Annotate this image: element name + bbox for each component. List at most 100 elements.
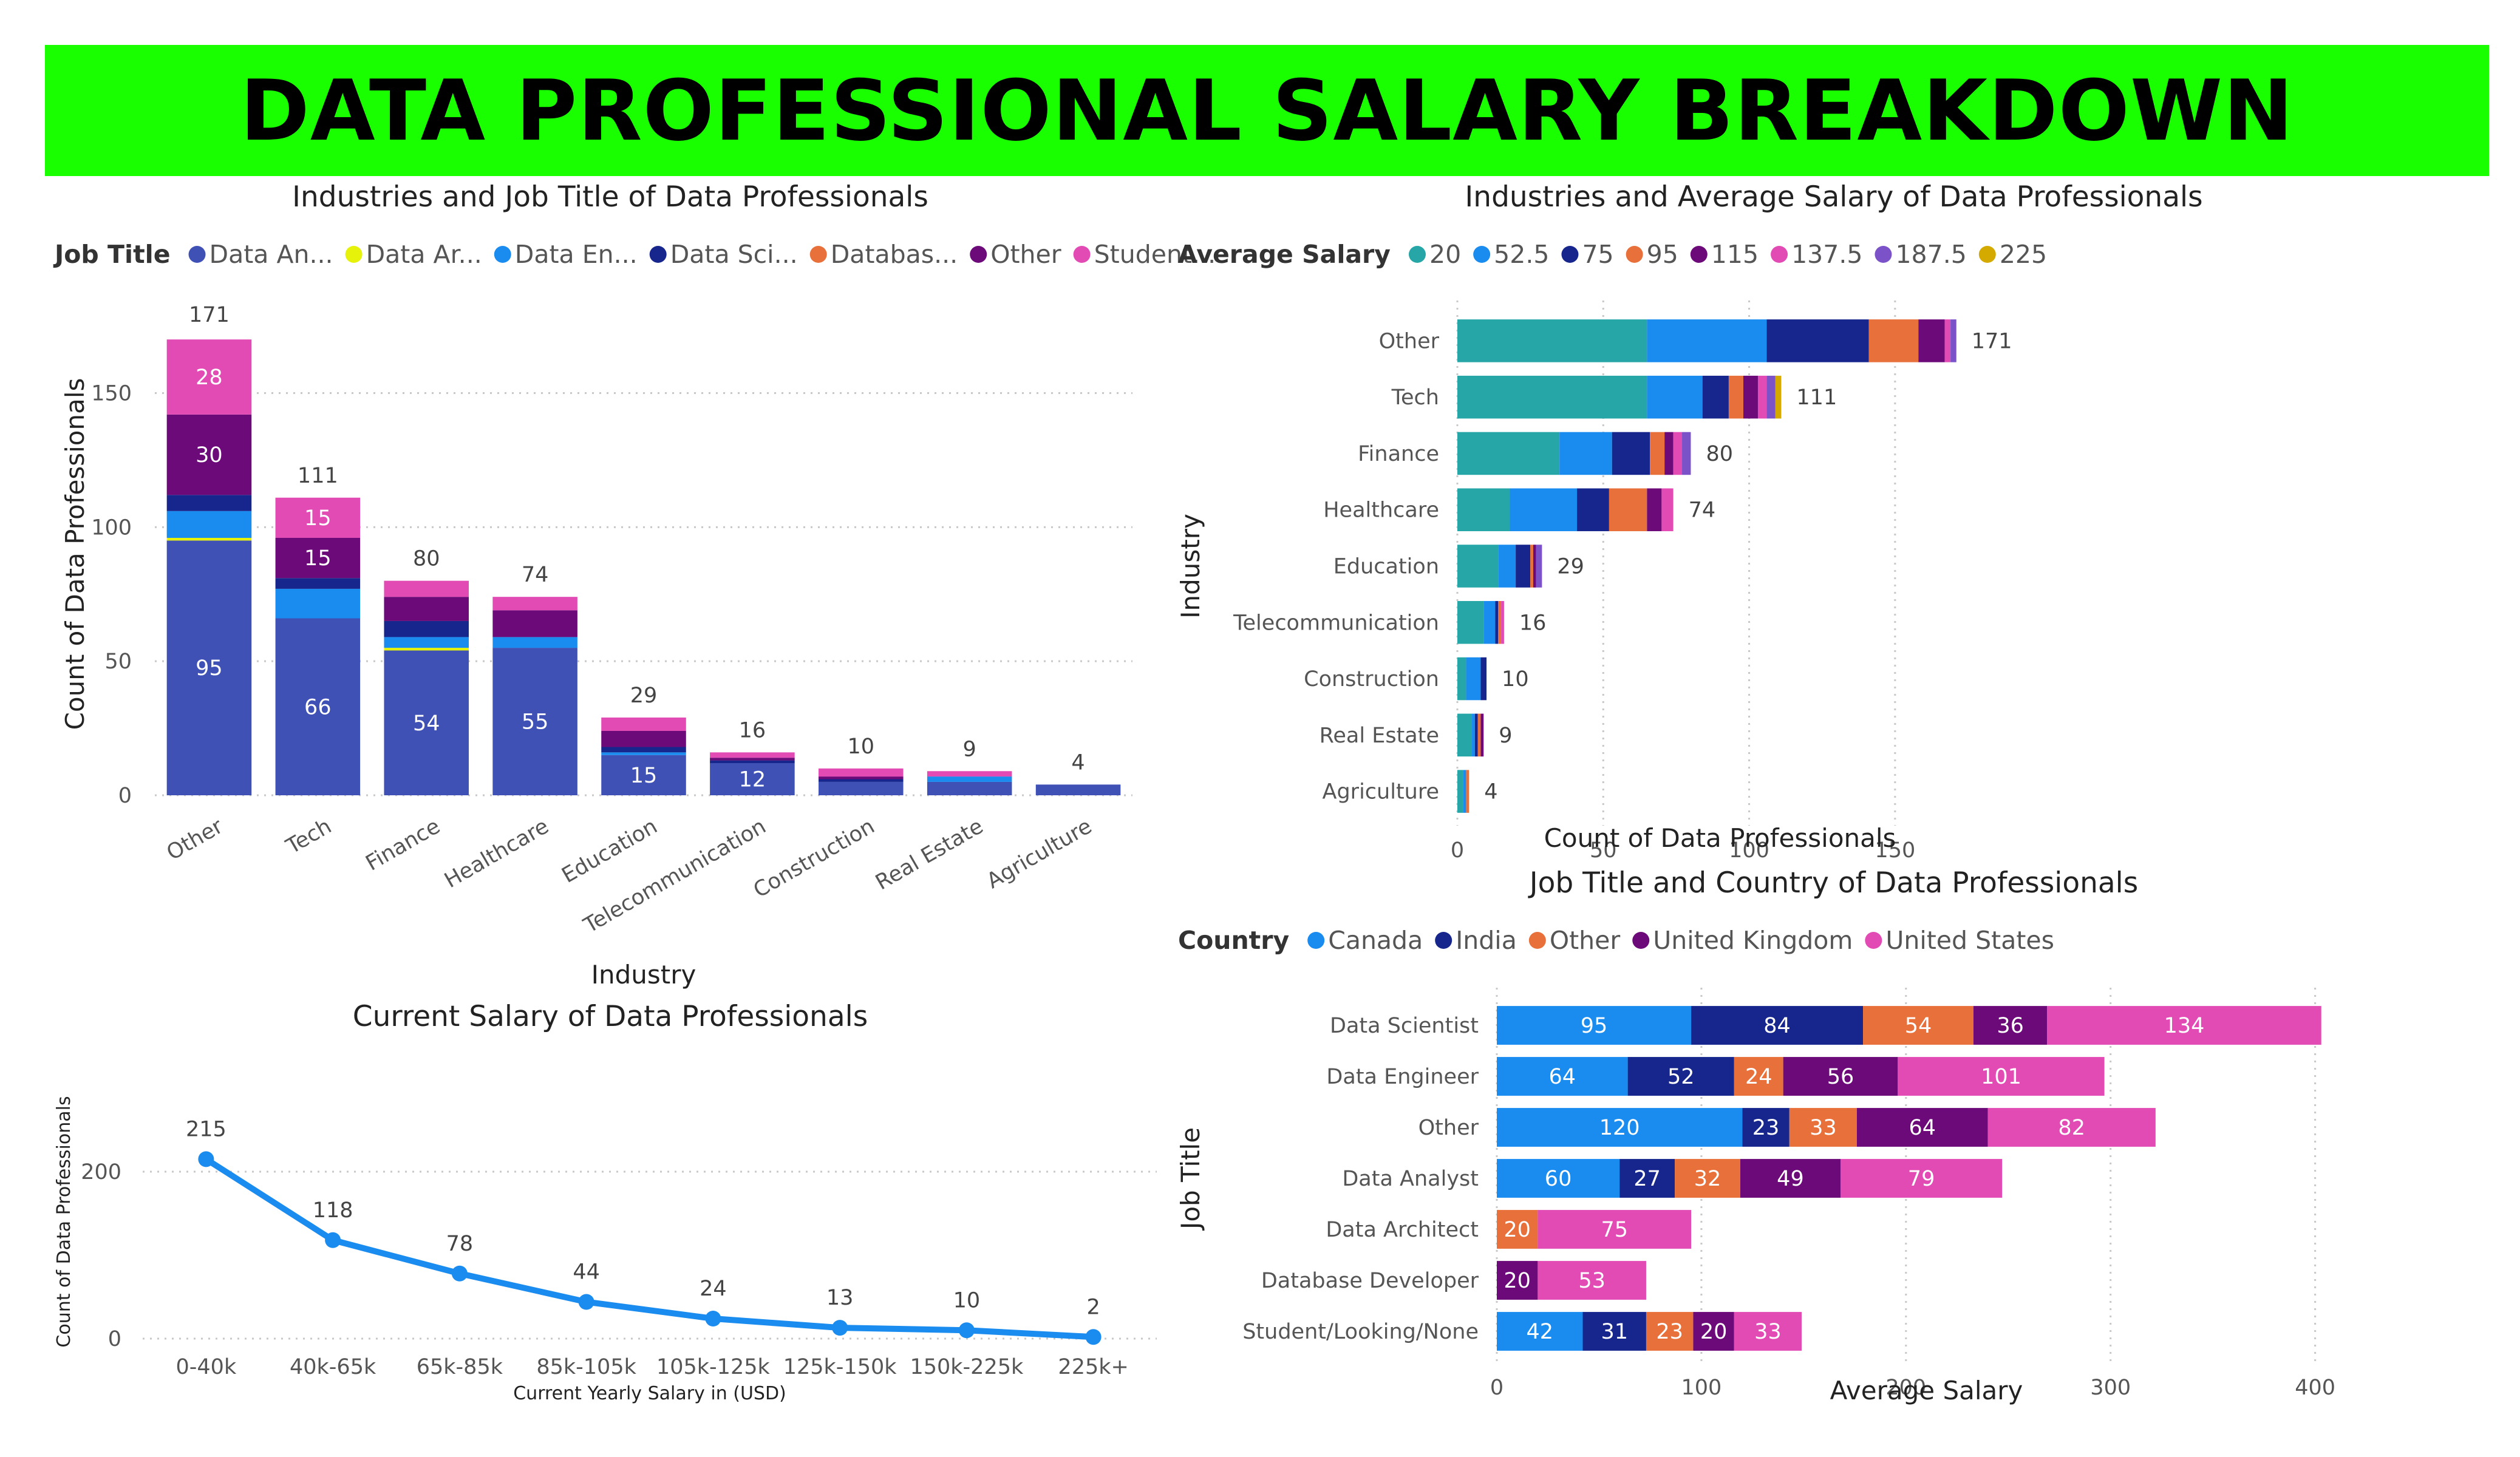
- chart3-point[interactable]: [198, 1151, 214, 1167]
- chart4-bar-segment[interactable]: [1497, 1159, 1620, 1198]
- chart4-bar-segment[interactable]: [1740, 1159, 1841, 1198]
- chart1-legend-item[interactable]: Databas...: [831, 240, 958, 269]
- chart4-bar-segment[interactable]: [1627, 1057, 1734, 1096]
- chart2-bar-segment[interactable]: [1457, 657, 1466, 701]
- chart2-bar-segment[interactable]: [1457, 713, 1473, 757]
- chart2-bar-segment[interactable]: [1466, 657, 1481, 701]
- chart1-legend-swatch[interactable]: [345, 246, 363, 263]
- chart2-bar-segment[interactable]: [1510, 488, 1578, 531]
- chart4-legend-swatch[interactable]: [1632, 932, 1650, 949]
- chart2-legend-item[interactable]: 20: [1429, 240, 1461, 269]
- chart4-bar-segment[interactable]: [1863, 1006, 1973, 1045]
- chart2-legend-item[interactable]: 95: [1647, 240, 1678, 269]
- chart1-legend-item[interactable]: Student...: [1094, 240, 1216, 269]
- chart1-bar-segment[interactable]: [275, 578, 361, 589]
- chart1-legend-swatch[interactable]: [970, 246, 987, 263]
- chart2-bar-segment[interactable]: [1536, 545, 1542, 588]
- chart2-bar-segment[interactable]: [1457, 770, 1463, 813]
- chart2-bar-segment[interactable]: [1457, 319, 1647, 362]
- chart2-bar-segment[interactable]: [1477, 713, 1481, 757]
- chart1-legend-swatch[interactable]: [649, 246, 667, 263]
- chart2-bar-segment[interactable]: [1474, 713, 1478, 757]
- chart1-legend-item[interactable]: Data Sci...: [670, 240, 798, 269]
- chart2-bar-segment[interactable]: [1647, 375, 1703, 419]
- chart1-bar-segment[interactable]: [492, 610, 577, 637]
- chart2-bar-segment[interactable]: [1682, 432, 1691, 475]
- chart4-bar-segment[interactable]: [1538, 1210, 1692, 1249]
- chart4-bar-segment[interactable]: [2047, 1006, 2321, 1045]
- chart2-bar-segment[interactable]: [1757, 375, 1767, 419]
- chart2-bar-segment[interactable]: [1661, 488, 1674, 531]
- chart2-bar-segment[interactable]: [1673, 432, 1683, 475]
- chart2-legend-swatch[interactable]: [1473, 246, 1491, 263]
- chart2-legend-swatch[interactable]: [1690, 246, 1708, 263]
- chart1-bar-segment[interactable]: [492, 637, 577, 648]
- chart1-bar-segment[interactable]: [492, 648, 577, 795]
- chart2-legend-swatch[interactable]: [1875, 246, 1892, 263]
- chart1-bar-segment[interactable]: [166, 538, 252, 541]
- chart3-point[interactable]: [578, 1294, 594, 1310]
- chart4-bar-segment[interactable]: [1497, 1006, 1692, 1045]
- chart2-legend-item[interactable]: 52.5: [1494, 240, 1549, 269]
- chart4-legend-item[interactable]: Canada: [1328, 926, 1423, 955]
- chart2-bar-segment[interactable]: [1612, 432, 1650, 475]
- chart2-bar-segment[interactable]: [1650, 432, 1665, 475]
- chart1-bar-segment[interactable]: [927, 771, 1012, 777]
- chart4-bar-segment[interactable]: [1898, 1057, 2105, 1096]
- chart1-bar-segment[interactable]: [275, 618, 361, 796]
- chart1-bar-segment[interactable]: [492, 597, 577, 611]
- chart2-bar-segment[interactable]: [1766, 375, 1776, 419]
- chart3-series-line[interactable]: [204, 1156, 1094, 1340]
- chart2-bar-segment[interactable]: [1728, 375, 1743, 419]
- chart1-bar-segment[interactable]: [166, 414, 252, 495]
- chart2-bar-segment[interactable]: [1647, 488, 1662, 531]
- chart2-legend-item[interactable]: 187.5: [1895, 240, 1966, 269]
- chart2-bar-segment[interactable]: [1868, 319, 1919, 362]
- chart4-bar-segment[interactable]: [1742, 1108, 1790, 1147]
- chart1-bar-segment[interactable]: [166, 540, 252, 795]
- chart1-legend-item[interactable]: Other: [990, 240, 1061, 269]
- chart2-legend-swatch[interactable]: [1626, 246, 1643, 263]
- chart1-bar-segment[interactable]: [601, 747, 686, 753]
- chart2-bar-segment[interactable]: [1609, 488, 1647, 531]
- chart2-legend-swatch[interactable]: [1561, 246, 1579, 263]
- chart4-legend-item[interactable]: United States: [1885, 926, 2054, 955]
- chart4-bar-segment[interactable]: [1693, 1312, 1734, 1351]
- chart2-bar-segment[interactable]: [1457, 601, 1484, 644]
- chart2-bar-segment[interactable]: [1472, 713, 1475, 757]
- chart4-bar-segment[interactable]: [1783, 1057, 1898, 1096]
- chart1-legend-swatch[interactable]: [188, 246, 206, 263]
- chart1-legend-swatch[interactable]: [494, 246, 511, 263]
- chart1-bar-segment[interactable]: [710, 763, 795, 795]
- chart2-bar-segment[interactable]: [1664, 432, 1674, 475]
- chart1-legend-item[interactable]: Data En...: [515, 240, 638, 269]
- chart1-bar-segment[interactable]: [166, 339, 252, 415]
- chart4-bar-segment[interactable]: [1619, 1159, 1675, 1198]
- chart1-bar-segment[interactable]: [710, 758, 795, 761]
- chart4-bar-segment[interactable]: [1497, 1312, 1583, 1351]
- chart1-bar-segment[interactable]: [384, 650, 469, 796]
- chart2-bar-segment[interactable]: [1463, 770, 1466, 813]
- chart2-bar-segment[interactable]: [1498, 545, 1516, 588]
- chart1-bar-segment[interactable]: [601, 717, 686, 731]
- chart4-bar-segment[interactable]: [1675, 1159, 1740, 1198]
- chart3-point[interactable]: [325, 1232, 341, 1248]
- chart4-bar-segment[interactable]: [1538, 1261, 1646, 1300]
- chart1-bar-segment[interactable]: [710, 752, 795, 758]
- chart4-bar-segment[interactable]: [1856, 1108, 1988, 1147]
- chart1-bar-segment[interactable]: [275, 497, 361, 538]
- chart4-bar-segment[interactable]: [1734, 1057, 1783, 1096]
- chart2-bar-segment[interactable]: [1498, 601, 1502, 644]
- chart3-point[interactable]: [958, 1322, 975, 1339]
- chart2-bar-segment[interactable]: [1483, 601, 1496, 644]
- chart2-bar-segment[interactable]: [1457, 375, 1647, 419]
- chart2-bar-segment[interactable]: [1950, 319, 1956, 362]
- chart2-bar-segment[interactable]: [1577, 488, 1609, 531]
- chart1-legend-swatch[interactable]: [1073, 246, 1091, 263]
- chart1-bar-segment[interactable]: [927, 781, 1012, 795]
- chart1-bar-segment[interactable]: [601, 755, 686, 795]
- chart1-bar-segment[interactable]: [601, 731, 686, 747]
- chart4-legend-swatch[interactable]: [1528, 932, 1546, 949]
- chart1-legend-swatch[interactable]: [809, 246, 827, 263]
- chart4-bar-segment[interactable]: [1987, 1108, 2156, 1147]
